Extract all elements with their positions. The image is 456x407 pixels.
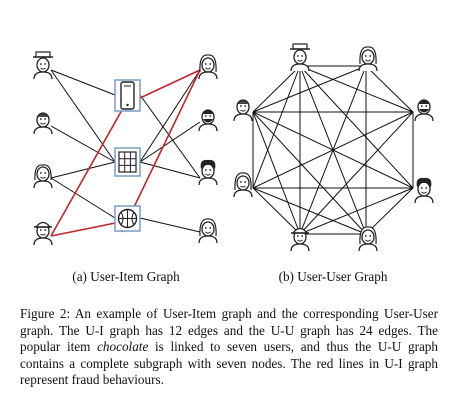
phone-icon (114, 79, 141, 112)
user-icon (233, 99, 253, 122)
user-bearded-icon (198, 109, 218, 132)
user-woman-icon (233, 172, 253, 198)
user-woman-icon (358, 46, 378, 72)
user-curly-icon (414, 177, 434, 204)
basketball-icon (114, 205, 141, 232)
user-bearded-icon (414, 99, 434, 122)
chocolate-icon (114, 147, 141, 177)
caption-text-end: is linked to seven users, and thus the U… (20, 339, 438, 388)
caption-text: Figure 2: An example of User-Item graph … (20, 306, 438, 355)
user-icon (33, 112, 53, 135)
user-with-hat-icon (33, 51, 53, 80)
user-user-graph: (b) User-User Graph (233, 43, 434, 284)
panel-b-label: (b) User-User Graph (279, 269, 388, 284)
caption-emphasis: chocolate (97, 339, 149, 355)
user-with-cap-icon (33, 221, 53, 246)
user-with-cap-icon (290, 227, 310, 252)
uu-edges (252, 65, 414, 235)
ui-normal-edges (50, 69, 201, 233)
user-curly-icon (198, 159, 218, 186)
user-woman-icon (33, 164, 53, 189)
user-woman-icon (198, 218, 218, 244)
user-with-hat-icon (290, 43, 310, 72)
user-item-graph: (a) User-Item Graph (33, 51, 218, 284)
user-woman-icon (198, 54, 218, 80)
user-woman-icon (358, 226, 378, 252)
panel-a-label: (a) User-Item Graph (72, 269, 180, 284)
figure-caption: Figure 2: An example of User-Item graph … (20, 306, 438, 389)
